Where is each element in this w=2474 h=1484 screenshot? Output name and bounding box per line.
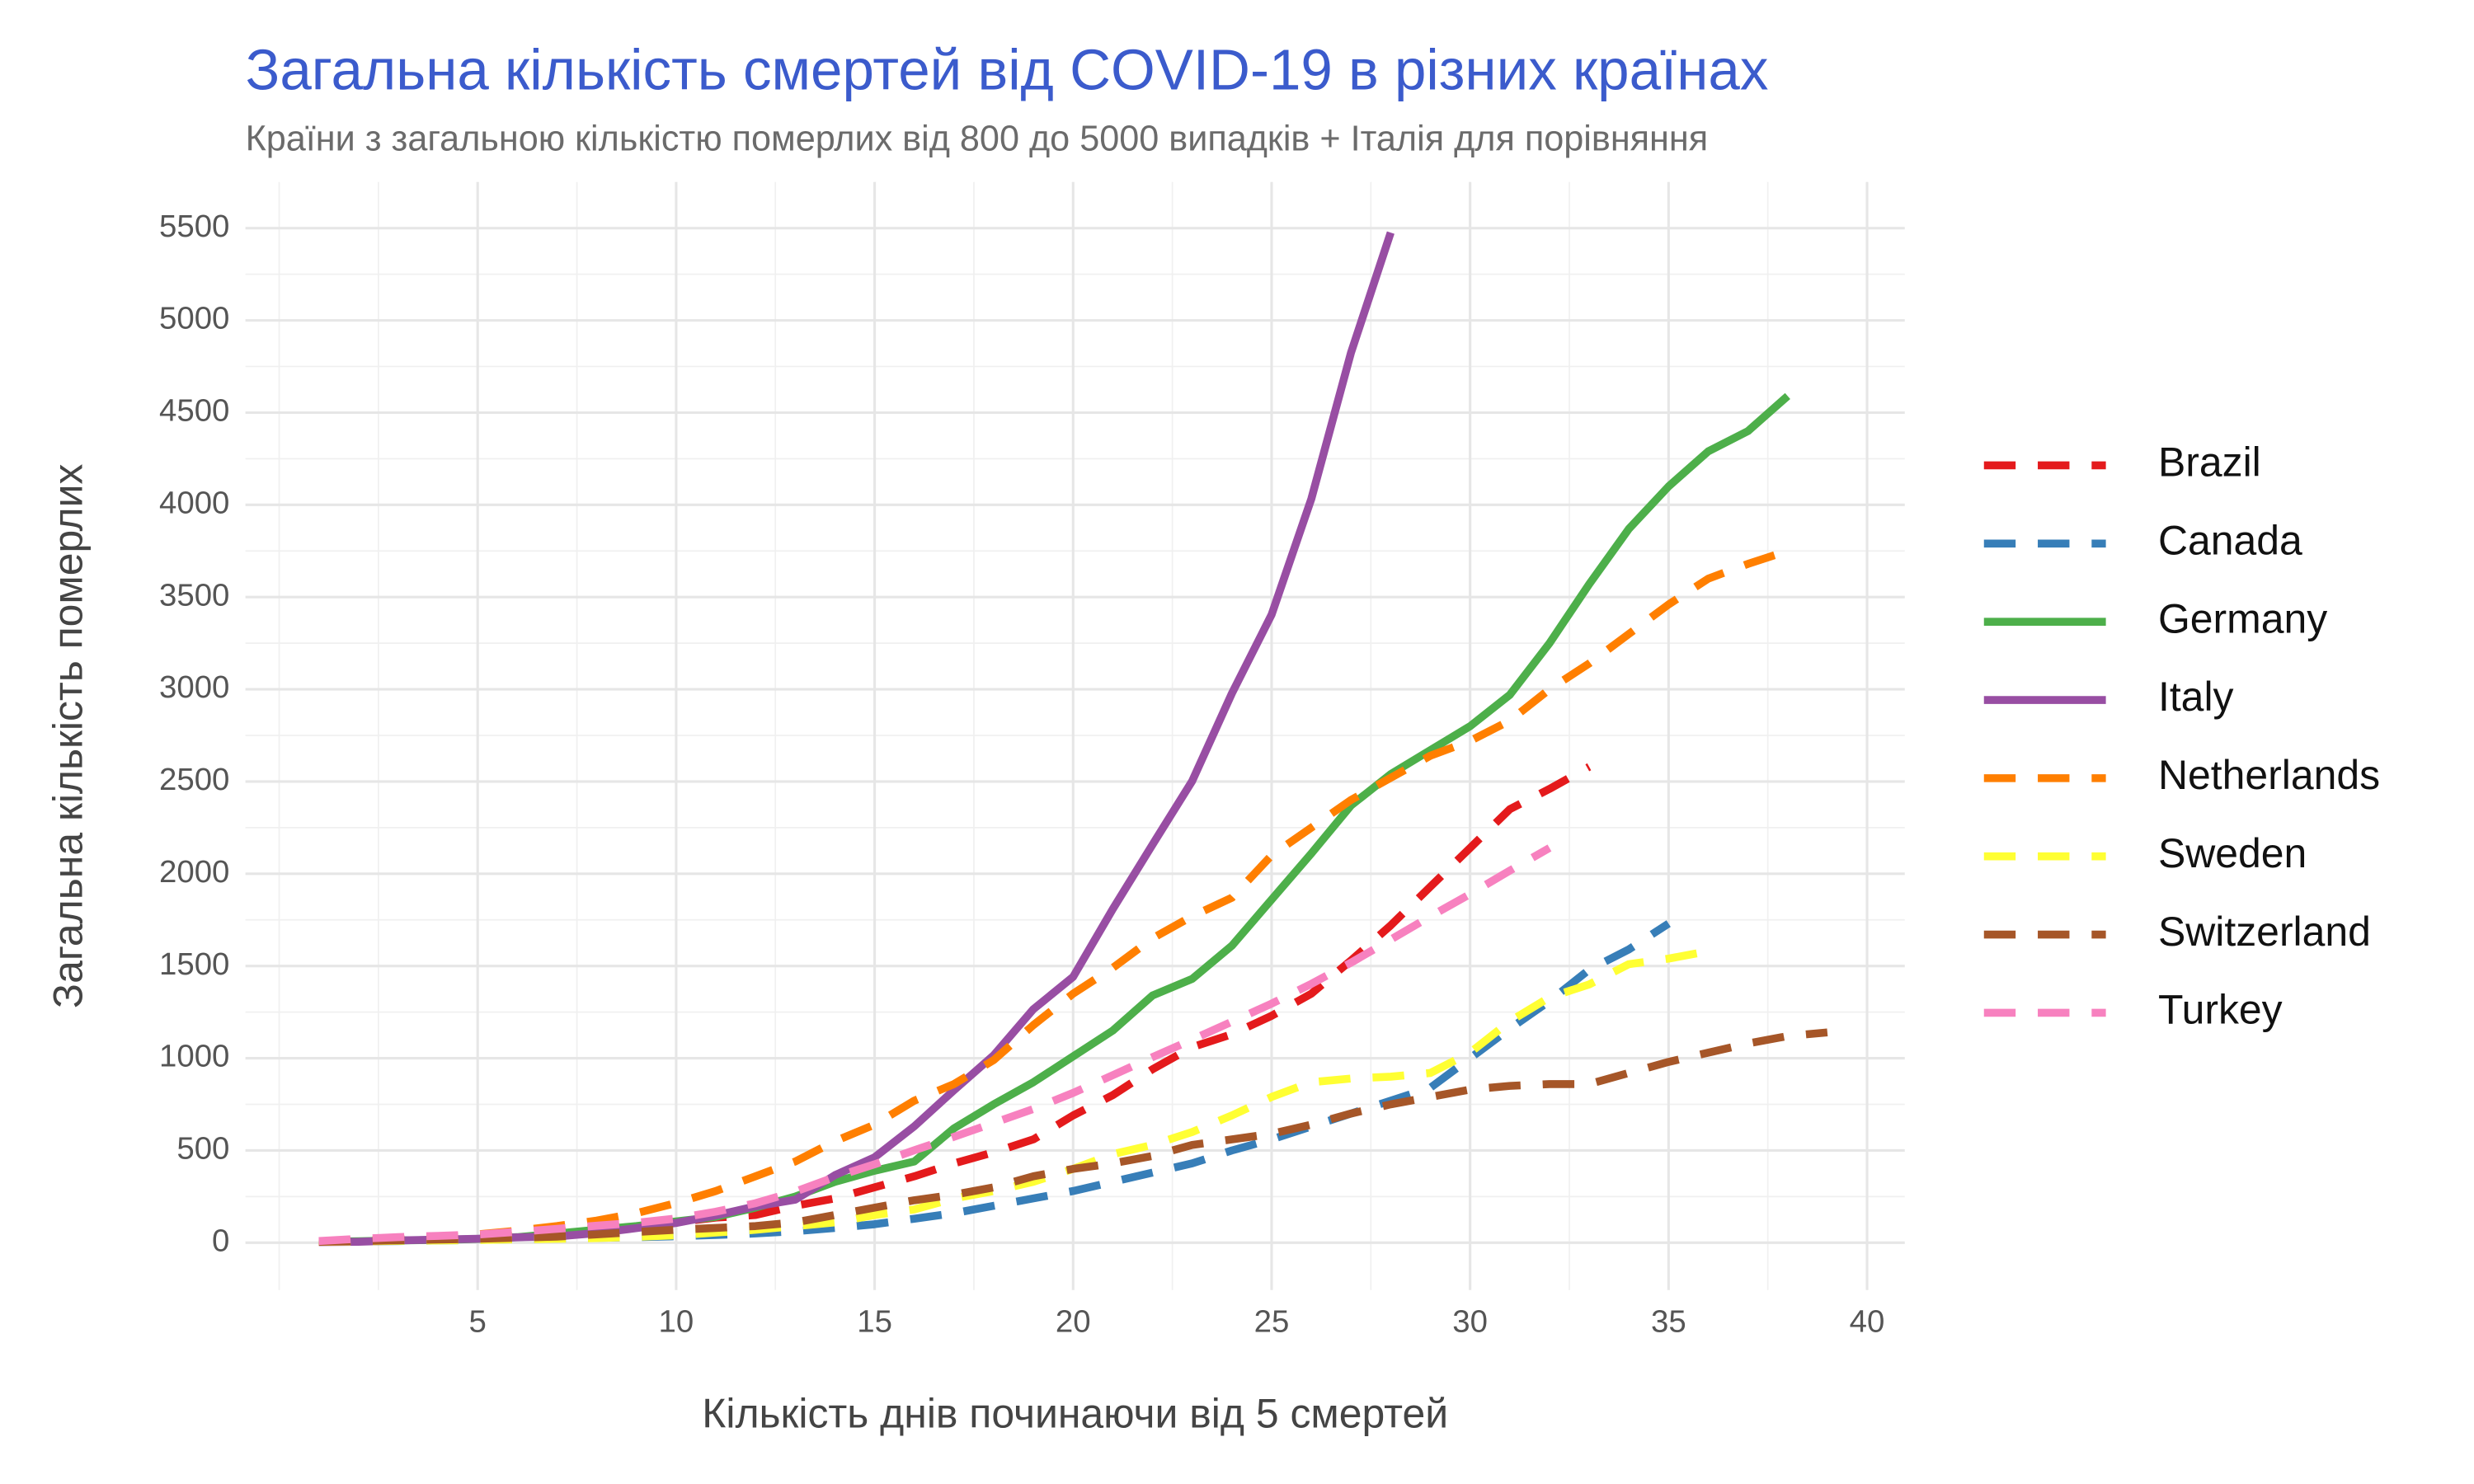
x-tick-label: 20: [1056, 1303, 1091, 1339]
y-tick-label: 4000: [159, 485, 229, 520]
y-tick-label: 2500: [159, 762, 229, 797]
legend-label: Canada: [2158, 518, 2302, 564]
legend-label: Italy: [2158, 674, 2234, 720]
x-tick-label: 25: [1254, 1303, 1290, 1339]
legend-label: Turkey: [2158, 987, 2283, 1033]
x-tick-label: 35: [1651, 1303, 1686, 1339]
legend-label: Switzerland: [2158, 909, 2371, 955]
legend-label: Germany: [2158, 595, 2327, 641]
chart-subtitle: Країни з загальною кількістю померлих ві…: [246, 119, 1709, 158]
legend-label: Netherlands: [2158, 752, 2380, 798]
y-tick-label: 5500: [159, 209, 229, 244]
y-tick-label: 500: [176, 1131, 229, 1167]
y-axis-title: Загальна кількість померлих: [45, 463, 92, 1008]
y-tick-label: 3000: [159, 669, 229, 705]
y-tick-label: 2000: [159, 854, 229, 890]
grid: 5 10 15 20 25 30 35 40 0 500 1000 1500 2000 2500 3000 3…: [159, 181, 1905, 1339]
legend: Brazil Canada Germany Italy Netherlands Swede…: [1983, 439, 2380, 1033]
legend-label: Sweden: [2158, 830, 2307, 876]
y-tick-label: 1000: [159, 1039, 229, 1074]
chart-title: Загальна кількість смертей від COVID-19 …: [246, 37, 1769, 101]
y-tick-label: 3500: [159, 577, 229, 613]
y-tick-label: 0: [212, 1223, 229, 1258]
legend-label: Brazil: [2158, 439, 2261, 486]
x-tick-label: 30: [1452, 1303, 1488, 1339]
series-line: [318, 1028, 1828, 1246]
x-tick-label: 10: [659, 1303, 694, 1339]
y-tick-label: 4500: [159, 393, 229, 429]
x-tick-label: 40: [1850, 1303, 1885, 1339]
x-tick-label: 15: [857, 1303, 892, 1339]
y-tick-label: 5000: [159, 301, 229, 336]
x-axis-title: Кількість днів починаючи від 5 смертей: [702, 1391, 1448, 1437]
y-tick-label: 1500: [159, 946, 229, 982]
x-tick-label: 5: [469, 1303, 487, 1339]
plot: [318, 231, 1828, 1247]
